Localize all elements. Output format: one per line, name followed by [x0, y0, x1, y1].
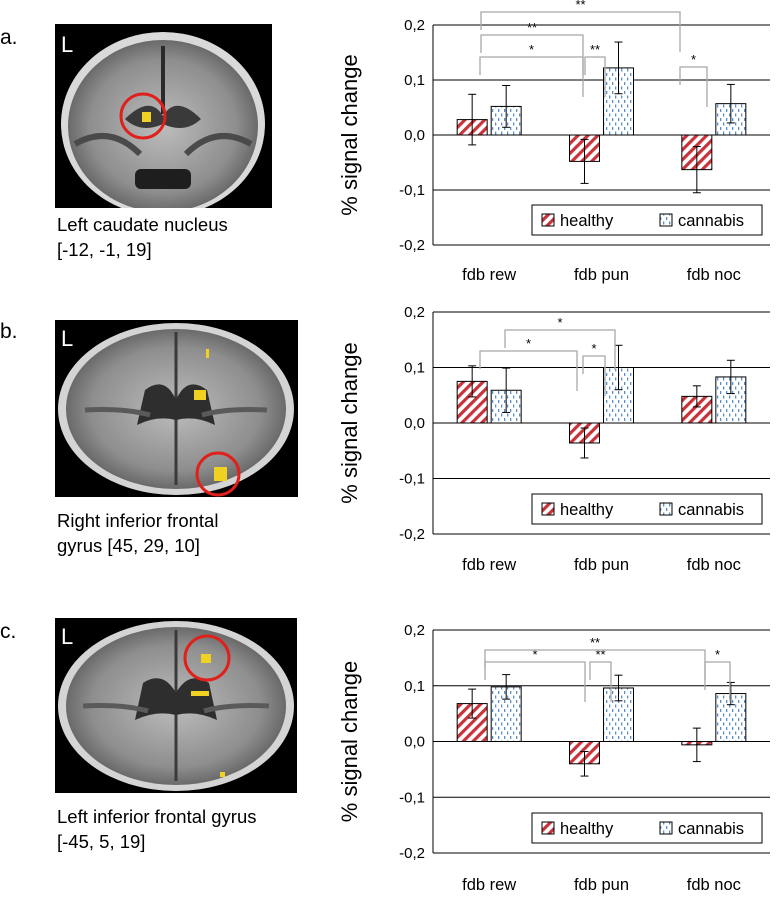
- activation-blob: [214, 467, 227, 481]
- significance-star: *: [691, 52, 696, 67]
- y-tick-label: 0,1: [404, 678, 425, 695]
- y-tick-label: 0,1: [404, 72, 425, 89]
- category-label: fdb pun: [574, 266, 629, 284]
- significance-bracket: [504, 329, 616, 370]
- significance-star: **: [575, 0, 585, 12]
- significance-star: *: [591, 341, 596, 356]
- y-tick-label: 0,0: [404, 415, 425, 432]
- y-tick-label: -0,1: [399, 471, 425, 488]
- significance-star: *: [532, 647, 537, 662]
- significance-star: *: [526, 336, 531, 351]
- y-axis-label: % signal change: [337, 54, 362, 215]
- y-tick-label: 0,0: [404, 127, 425, 144]
- legend-swatch-cannabis: [659, 821, 673, 835]
- legend-label-healthy: healthy: [560, 820, 614, 838]
- brain-image-coronal: L: [55, 24, 272, 208]
- y-tick-label: -0,1: [399, 182, 425, 199]
- significance-star: *: [557, 315, 562, 330]
- brain-image-axial: L: [55, 320, 298, 497]
- y-tick-label: -0,2: [399, 237, 425, 254]
- significance-star: **: [590, 42, 600, 57]
- legend: [531, 204, 763, 236]
- legend-label-cannabis: cannabis: [678, 501, 744, 519]
- highlight-circle: [183, 634, 231, 682]
- panel-label: a.: [0, 26, 18, 49]
- significance-bracket: [480, 11, 681, 52]
- category-label: fdb rew: [462, 876, 516, 894]
- significance-bracket: [582, 355, 606, 396]
- significance-bracket: [479, 56, 584, 97]
- bar-chart: % signal change 0,2 0,1 0,0 -0,1 -0,2 fdb rew f…: [337, 622, 770, 894]
- chart-a: % signal change 0,2 0,1 0,0 -0,1 -0,2 fdb rew f…: [335, 0, 776, 290]
- legend-swatch-cannabis: [659, 502, 673, 516]
- chart-b: % signal change 0,2 0,1 0,0 -0,1 -0,2 fdb rew f…: [335, 300, 776, 590]
- significance-bracket: [679, 66, 708, 107]
- category-label: fdb pun: [574, 556, 629, 574]
- y-tick-label: -0,1: [399, 789, 425, 806]
- panel-c: c. L Left inferior frontal gyrus [-45, 5…: [0, 600, 776, 897]
- category-label: fdb rew: [462, 556, 516, 574]
- activation-blob: [220, 772, 225, 777]
- legend: [531, 493, 763, 525]
- y-tick-label: 0,2: [404, 622, 425, 639]
- chart-c: % signal change 0,2 0,1 0,0 -0,1 -0,2 fdb rew f…: [335, 600, 776, 897]
- legend-label-cannabis: cannabis: [678, 820, 744, 838]
- significance-star: **: [595, 647, 605, 662]
- highlight-circle: [195, 451, 241, 497]
- bar-chart: % signal change 0,2 0,1 0,0 -0,1 -0,2 fdb rew f…: [337, 304, 770, 574]
- category-label: fdb noc: [687, 556, 741, 574]
- bar-chart: % signal change 0,2 0,1 0,0 -0,1 -0,2 fdb rew f…: [337, 0, 770, 284]
- side-marker: L: [61, 624, 73, 649]
- panel-label: c.: [0, 620, 17, 643]
- side-marker: L: [61, 32, 73, 57]
- y-tick-label: -0,2: [399, 845, 425, 862]
- region-caption: Right inferior frontal gyrus [45, 29, 10…: [57, 510, 219, 556]
- significance-star: **: [527, 20, 537, 35]
- category-label: fdb rew: [462, 266, 516, 284]
- activation-blob: [191, 691, 209, 696]
- y-tick-label: 0,2: [404, 304, 425, 321]
- legend-swatch-healthy: [541, 213, 555, 227]
- legend-swatch-cannabis: [659, 213, 673, 227]
- y-tick-label: 0,1: [404, 360, 425, 377]
- activation-blob: [142, 112, 151, 122]
- significance-star: **: [590, 635, 600, 650]
- y-axis-label: % signal change: [337, 661, 362, 822]
- bar-cannabis-fdb-pun: [603, 687, 634, 743]
- y-axis-label: % signal change: [337, 342, 362, 503]
- activation-blob: [194, 390, 206, 400]
- region-caption: Left caudate nucleus [-12, -1, 19]: [57, 214, 228, 260]
- y-tick-label: -0,2: [399, 526, 425, 543]
- significance-bracket: [704, 661, 731, 702]
- significance-star: *: [715, 647, 720, 662]
- significance-bracket: [484, 661, 586, 702]
- legend-label-healthy: healthy: [560, 212, 614, 230]
- panel-b: b. L Right inferior frontal gyrus [45, 2…: [0, 300, 776, 590]
- panel-label: b.: [0, 320, 18, 343]
- legend: [531, 812, 763, 844]
- category-label: fdb noc: [687, 876, 741, 894]
- legend-label-healthy: healthy: [560, 501, 614, 519]
- significance-bracket: [480, 34, 584, 75]
- category-label: fdb noc: [687, 266, 741, 284]
- highlight-circle: [119, 92, 167, 140]
- brain-image-axial: L: [55, 618, 297, 793]
- significance-bracket: [479, 350, 578, 391]
- legend-label-cannabis: cannabis: [678, 212, 744, 230]
- side-marker: L: [61, 326, 73, 351]
- activation-blob: [206, 349, 209, 358]
- panel-a: a. L Left caudate nucleus [-12, -1, 19] …: [0, 0, 776, 290]
- region-caption: Left inferior frontal gyrus [-45, 5, 19]: [57, 806, 257, 852]
- significance-bracket: [584, 56, 606, 97]
- significance-bracket: [589, 661, 612, 702]
- legend-swatch-healthy: [541, 821, 555, 835]
- y-tick-label: 0,2: [404, 17, 425, 34]
- category-label: fdb pun: [574, 876, 629, 894]
- legend-swatch-healthy: [541, 502, 555, 516]
- significance-star: *: [529, 42, 534, 57]
- y-tick-label: 0,0: [404, 734, 425, 751]
- activation-blob: [201, 654, 211, 663]
